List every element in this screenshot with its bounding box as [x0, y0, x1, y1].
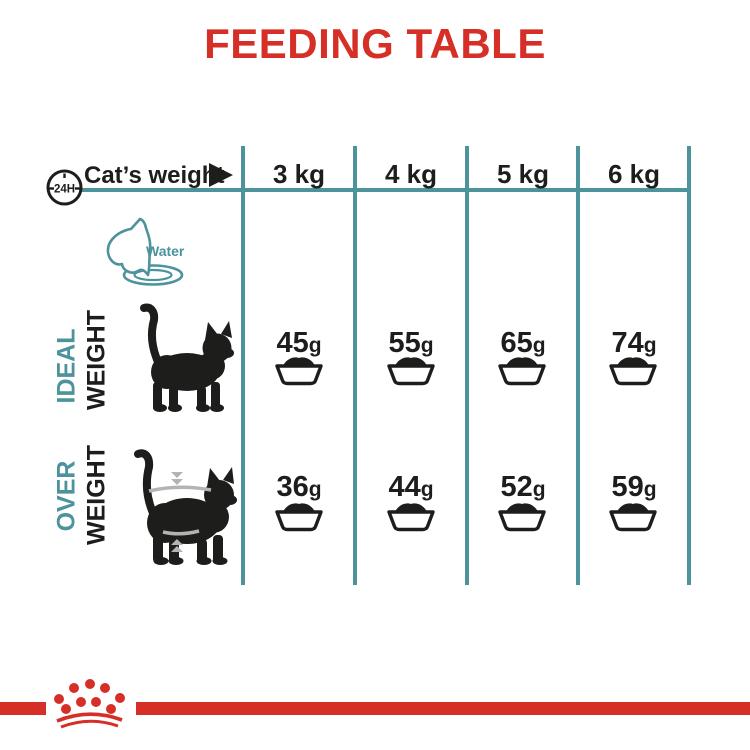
clock-24h-icon: 24H: [46, 169, 83, 206]
right-arrow-icon: [209, 163, 233, 187]
table-grid-vline: [353, 146, 357, 585]
table-grid-vline: [241, 146, 245, 585]
overweight-cat-icon: [134, 449, 237, 565]
food-bowl-icon: [498, 357, 546, 386]
food-bowl-icon: [498, 503, 546, 532]
footer-band: [0, 702, 46, 715]
feeding-amount: 59g: [611, 471, 657, 503]
column-header: 4 kg: [384, 159, 438, 189]
column-header: 3 kg: [272, 159, 326, 189]
row-label-over: OVER: [52, 460, 81, 532]
row-label-ideal: IDEAL: [52, 328, 81, 404]
cat-drinking-bowl-icon: [106, 217, 184, 286]
weight-loss-marker: [148, 472, 212, 552]
row-label-weight: WEIGHT: [82, 445, 111, 545]
footer-band: [136, 702, 750, 715]
water-label: Water: [146, 243, 185, 259]
column-header: 6 kg: [607, 159, 661, 189]
food-bowl-icon: [387, 503, 435, 532]
ideal-weight-cat-icon: [140, 303, 234, 412]
feeding-amount: 65g: [500, 327, 546, 359]
feeding-amount: 52g: [500, 471, 546, 503]
table-grid-hline: [64, 188, 689, 192]
row-axis-label: Cat’s weight: [84, 162, 225, 189]
feeding-amount: 44g: [388, 471, 434, 503]
feeding-amount: 55g: [388, 327, 434, 359]
table-grid-vline: [465, 146, 469, 585]
royal-canin-crown-icon: [54, 679, 125, 729]
clock-label: 24H: [54, 184, 75, 196]
food-bowl-icon: [275, 357, 323, 386]
food-bowl-icon: [387, 357, 435, 386]
food-bowl-icon: [275, 503, 323, 532]
row-label-weight: WEIGHT: [82, 310, 111, 410]
food-bowl-icon: [609, 357, 657, 386]
column-header: 5 kg: [496, 159, 550, 189]
feeding-amount: 74g: [611, 327, 657, 359]
table-grid-vline: [576, 146, 580, 585]
page-title: FEEDING TABLE: [204, 20, 546, 67]
food-bowl-icon: [609, 503, 657, 532]
feeding-amount: 36g: [276, 471, 322, 503]
table-grid-vline: [687, 146, 691, 585]
feeding-amount: 45g: [276, 327, 322, 359]
